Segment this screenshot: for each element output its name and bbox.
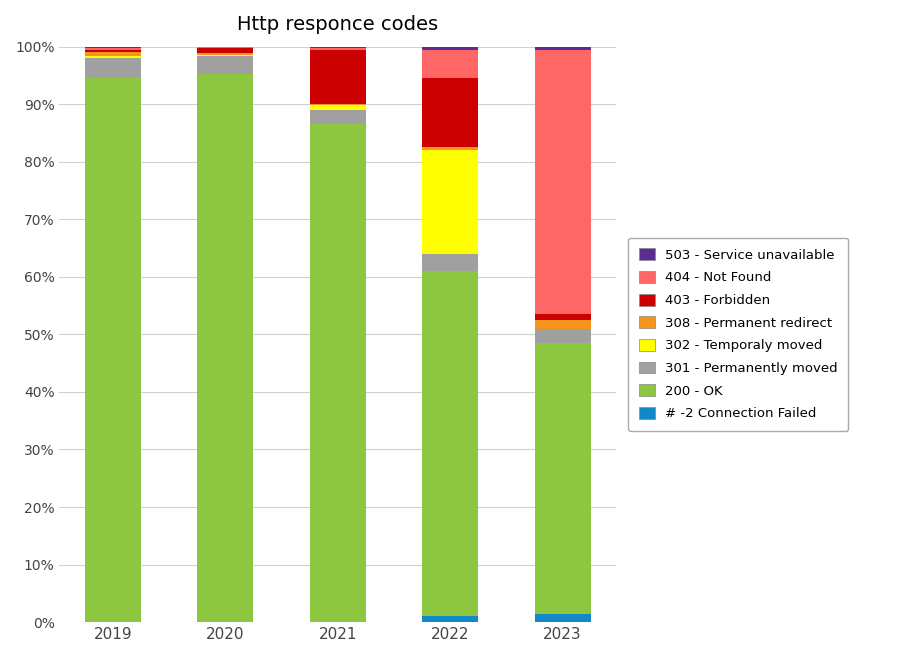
Bar (422, 271, 478, 616)
Title: Http responce codes: Http responce codes (237, 15, 439, 34)
Bar (535, 49, 591, 314)
Bar (310, 49, 366, 104)
Bar (198, 53, 254, 55)
Bar (198, 74, 254, 622)
Bar (535, 343, 591, 614)
Bar (310, 104, 366, 105)
Bar (84, 58, 141, 78)
Bar (84, 49, 141, 52)
Bar (84, 47, 141, 48)
Bar (422, 47, 478, 49)
Bar (198, 55, 254, 56)
Bar (422, 78, 478, 147)
Bar (84, 78, 141, 622)
Bar (84, 48, 141, 49)
Bar (84, 52, 141, 56)
Bar (198, 49, 254, 53)
Bar (535, 47, 591, 49)
Bar (422, 150, 478, 254)
Bar (422, 49, 478, 78)
Bar (310, 47, 366, 49)
Legend: 503 - Service unavailable, 404 - Not Found, 403 - Forbidden, 308 - Permanent red: 503 - Service unavailable, 404 - Not Fou… (628, 238, 848, 431)
Bar (422, 147, 478, 150)
Bar (535, 314, 591, 320)
Bar (84, 56, 141, 58)
Bar (422, 254, 478, 271)
Bar (535, 328, 591, 343)
Bar (198, 47, 254, 49)
Bar (310, 124, 366, 622)
Bar (310, 105, 366, 110)
Bar (310, 110, 366, 124)
Bar (535, 320, 591, 328)
Bar (198, 56, 254, 74)
Bar (422, 616, 478, 622)
Bar (535, 614, 591, 622)
